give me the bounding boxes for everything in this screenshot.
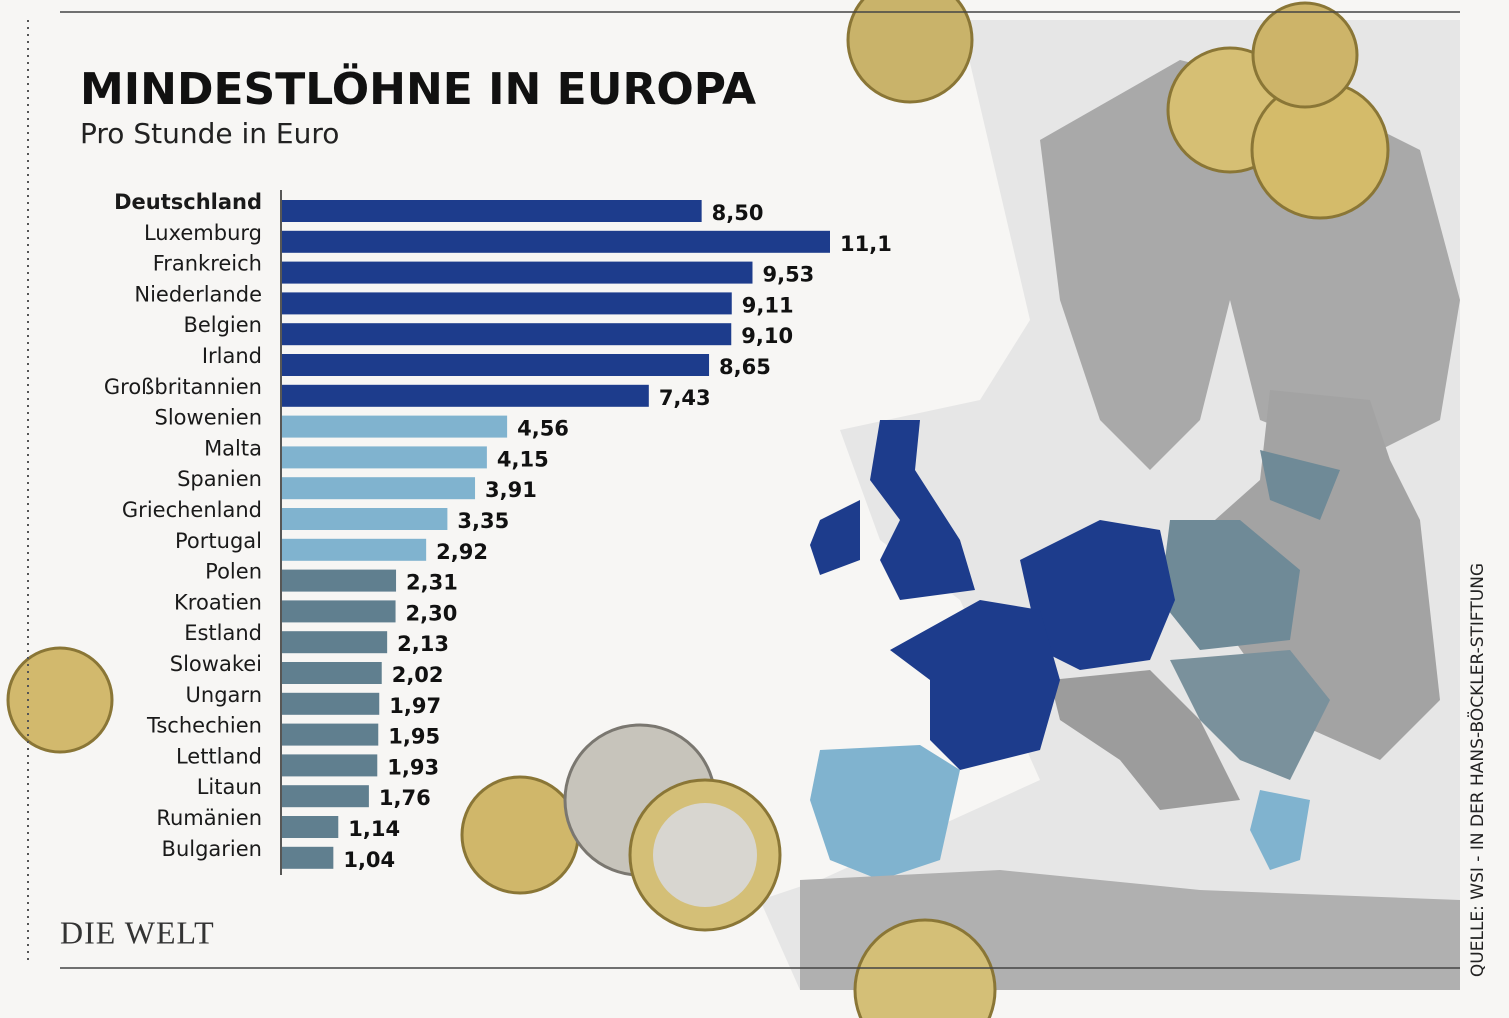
value-label: 1,04 <box>343 848 395 872</box>
category-label: Frankreich <box>153 252 262 276</box>
bar <box>282 692 380 715</box>
value-label: 11,1 <box>840 232 892 256</box>
bar <box>282 785 369 808</box>
category-label: Portugal <box>175 529 262 553</box>
value-label: 2,30 <box>406 601 458 625</box>
bar <box>282 415 508 438</box>
bar <box>282 816 339 838</box>
value-label: 9,10 <box>741 324 793 348</box>
value-label: 1,95 <box>388 725 440 749</box>
category-label: Großbritannien <box>104 375 262 399</box>
map <box>760 20 1460 990</box>
category-label: Kroatien <box>174 590 262 614</box>
category-label: Estland <box>184 621 262 645</box>
category-label: Polen <box>205 560 262 584</box>
bar <box>282 662 382 684</box>
category-label: Belgien <box>183 313 262 337</box>
bar <box>282 631 388 654</box>
value-label: 7,43 <box>659 386 711 410</box>
bar <box>282 477 476 500</box>
bar <box>282 292 732 315</box>
bar <box>282 200 702 222</box>
chart-subtitle: Pro Stunde in Euro <box>80 117 339 150</box>
category-label: Slowenien <box>155 406 262 430</box>
value-label: 4,56 <box>517 417 569 441</box>
category-label: Tschechien <box>146 714 262 738</box>
bar <box>282 600 396 623</box>
value-label: 2,02 <box>392 663 444 687</box>
category-label: Lettland <box>176 744 262 768</box>
bar <box>282 508 448 530</box>
value-label: 4,15 <box>497 447 549 471</box>
value-label: 9,53 <box>762 263 814 287</box>
bar <box>282 354 710 376</box>
value-label: 8,65 <box>719 355 771 379</box>
bar <box>282 230 830 253</box>
value-label: 8,50 <box>712 201 764 225</box>
coins <box>6 0 1390 1018</box>
category-label: Slowakei <box>170 652 262 676</box>
value-label: 2,13 <box>397 632 449 656</box>
value-label: 3,35 <box>457 509 509 533</box>
publisher-logo: DIE WELT <box>60 914 215 950</box>
category-label: Litaun <box>197 775 262 799</box>
bar <box>282 446 487 469</box>
category-label: Ungarn <box>186 683 262 707</box>
bar <box>282 323 732 346</box>
category-label: Malta <box>204 436 262 460</box>
value-label: 1,93 <box>387 755 439 779</box>
bar <box>282 754 378 777</box>
bar <box>282 846 334 869</box>
value-label: 1,76 <box>379 786 431 810</box>
bar <box>282 261 753 284</box>
category-label: Niederlande <box>134 282 262 306</box>
category-label: Deutschland <box>114 190 262 214</box>
bar <box>282 538 427 561</box>
bar <box>282 569 397 592</box>
chart-title: MINDESTLÖHNE IN EUROPA <box>80 62 756 115</box>
category-label: Irland <box>202 344 262 368</box>
category-label: Bulgarien <box>162 837 262 861</box>
category-label: Rumänien <box>156 806 262 830</box>
value-label: 2,92 <box>436 540 488 564</box>
value-label: 2,31 <box>406 571 458 595</box>
value-label: 9,11 <box>742 293 794 317</box>
category-label: Spanien <box>177 467 262 491</box>
category-label: Luxemburg <box>144 221 262 245</box>
value-label: 1,14 <box>348 817 400 841</box>
bar <box>282 723 379 746</box>
bar <box>282 384 649 407</box>
category-label: Griechenland <box>122 498 262 522</box>
value-label: 1,97 <box>389 694 441 718</box>
value-label: 3,91 <box>485 478 537 502</box>
source: QUELLE: WSI - IN DER HANS-BÖCKLER-STIFTU… <box>1466 563 1488 977</box>
